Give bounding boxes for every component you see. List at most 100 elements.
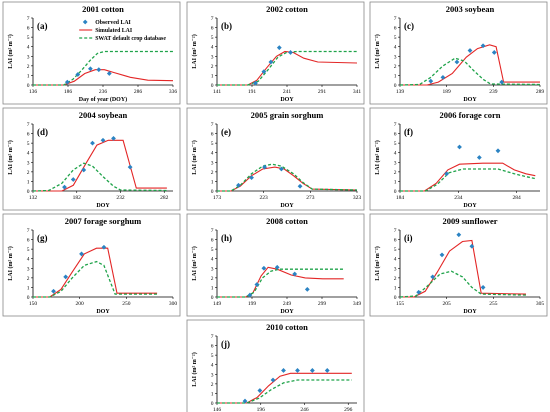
y-tick-label: 3 — [27, 266, 30, 272]
x-tick-label: 291 — [318, 89, 327, 95]
observed-lai-point — [469, 243, 475, 249]
x-tick-label: 282 — [160, 195, 169, 201]
y-tick-label: 4 — [394, 257, 397, 263]
swat-default-line — [400, 168, 536, 192]
y-tick-label: 7 — [27, 122, 30, 128]
y-tick-label: 6 — [211, 26, 214, 32]
x-tick-label: 299 — [318, 301, 327, 307]
y-tick-label: 1 — [211, 391, 214, 397]
x-axis-label: DOY — [280, 203, 294, 209]
y-axis-label: LAI (m² m⁻²) — [7, 34, 14, 68]
observed-lai-point — [268, 59, 274, 65]
observed-lai-point — [261, 69, 267, 74]
panel-h: 2008 cotton 0 1 2 3 4 5 6 7 149 199 249 299 349 DOY LAI… — [186, 213, 365, 317]
x-tick-label: 146 — [213, 407, 222, 412]
y-tick-label: 5 — [211, 141, 214, 147]
observed-lai-point — [101, 244, 107, 250]
observed-lai-point — [51, 288, 56, 294]
legend-observed-label: Observed LAI — [95, 20, 131, 26]
y-axis-label: LAI (m² m⁻²) — [191, 140, 198, 174]
y-tick-label: 4 — [27, 257, 30, 263]
observed-lai-point — [90, 140, 95, 146]
y-tick-label: 6 — [27, 238, 30, 244]
y-tick-label: 6 — [211, 344, 214, 350]
legend-observed-marker — [82, 19, 88, 25]
x-axis-label: DOY — [280, 309, 294, 315]
y-tick-label: 3 — [211, 54, 214, 60]
y-tick-label: 7 — [27, 228, 30, 234]
x-axis-label: DOY — [463, 309, 477, 315]
panel-g: 2007 forage sorghum 0 1 2 3 4 5 6 7 150 200 250 300 D… — [2, 213, 181, 317]
panel-title: 2002 cotton — [266, 4, 308, 14]
y-tick-label: 4 — [394, 45, 397, 51]
observed-lai-point — [444, 171, 450, 177]
panel-letter: (h) — [221, 233, 232, 243]
y-tick-label: 2 — [211, 276, 214, 282]
observed-lai-point — [499, 79, 505, 85]
panel-title: 2005 grain sorghum — [251, 110, 324, 120]
panel-title: 2006 forage corn — [440, 110, 501, 120]
y-tick-label: 0 — [211, 83, 214, 89]
observed-lai-point — [297, 183, 303, 189]
panel-letter: (g) — [37, 233, 48, 243]
panel-frame — [186, 1, 365, 105]
observed-lai-point — [242, 398, 248, 404]
swat-default-line — [399, 57, 541, 86]
panel-letter: (b) — [221, 21, 232, 31]
panel-letter: (c) — [404, 21, 414, 31]
x-axis-label: DOY — [96, 203, 110, 209]
observed-lai-point — [457, 144, 462, 150]
panel-frame — [186, 319, 365, 412]
y-tick-label: 1 — [27, 179, 30, 185]
observed-lai-point — [247, 292, 253, 298]
y-tick-label: 7 — [394, 16, 397, 22]
y-tick-label: 5 — [394, 247, 397, 253]
observed-lai-point — [249, 175, 254, 180]
panel-frame — [2, 107, 181, 211]
panel-a: 2001 cotton 0 1 2 3 4 5 6 7 136 186 236 286 336 Day of… — [2, 1, 181, 105]
panel-title: 2009 sunflower — [442, 216, 497, 226]
y-tick-label: 4 — [27, 151, 30, 157]
y-tick-label: 6 — [211, 132, 214, 138]
legend-swat-label: SWAT default crop database — [95, 36, 166, 42]
y-axis-label: LAI (m² m⁻²) — [374, 246, 381, 280]
y-tick-label: 1 — [394, 285, 397, 291]
panel-title: 2003 soybean — [446, 4, 495, 14]
y-tick-label: 2 — [211, 64, 214, 70]
y-tick-label: 5 — [211, 35, 214, 41]
y-tick-label: 5 — [394, 141, 397, 147]
y-tick-label: 7 — [211, 16, 214, 22]
y-tick-label: 1 — [394, 73, 397, 79]
y-tick-label: 0 — [211, 295, 214, 301]
y-tick-label: 3 — [211, 160, 214, 166]
x-tick-label: 300 — [169, 301, 178, 307]
y-tick-label: 6 — [394, 132, 397, 138]
x-tick-label: 336 — [169, 89, 178, 95]
y-tick-label: 0 — [394, 295, 397, 301]
panel-d: 2004 soybean 0 1 2 3 4 5 6 7 132 182 232 282 DOY LAI (… — [2, 107, 181, 211]
observed-lai-point — [81, 167, 87, 173]
panel-letter: (i) — [404, 233, 413, 243]
y-tick-label: 2 — [211, 170, 214, 176]
swat-default-line — [217, 50, 357, 86]
y-tick-label: 5 — [394, 35, 397, 41]
panel-letter: (f) — [404, 127, 413, 137]
y-tick-label: 0 — [211, 401, 214, 407]
observed-lai-point — [304, 286, 310, 292]
x-tick-label: 184 — [396, 195, 405, 201]
panel-letter: (a) — [37, 21, 48, 31]
y-tick-label: 7 — [211, 122, 214, 128]
observed-lai-point — [254, 282, 260, 287]
observed-lai-point — [440, 74, 446, 80]
panel-letter: (e) — [221, 127, 231, 137]
y-tick-label: 3 — [211, 372, 214, 378]
x-tick-label: 182 — [73, 195, 82, 201]
y-tick-label: 0 — [394, 83, 397, 89]
panel-title: 2007 forage sorghum — [65, 216, 142, 226]
observed-lai-point — [270, 377, 276, 383]
observed-lai-point — [261, 265, 267, 271]
y-axis-label: LAI (m² m⁻²) — [374, 34, 381, 68]
observed-lai-point — [456, 232, 462, 238]
